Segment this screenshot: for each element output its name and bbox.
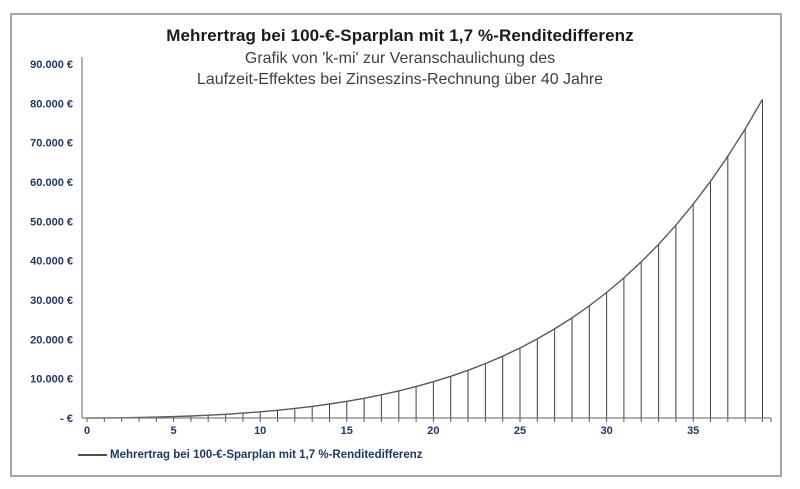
x-tick-label: 15 bbox=[341, 425, 353, 437]
y-tick-label: 20.000 € bbox=[30, 334, 73, 346]
y-tick-label: 80.000 € bbox=[30, 98, 73, 110]
x-tick-label: 5 bbox=[171, 425, 177, 437]
y-tick-label: 90.000 € bbox=[30, 59, 73, 71]
y-tick-label: 30.000 € bbox=[30, 295, 73, 307]
series-curve bbox=[86, 99, 764, 419]
legend: Mehrertrag bei 100-€-Sparplan mit 1,7 %-… bbox=[78, 449, 423, 461]
x-tick-label: 20 bbox=[427, 425, 439, 437]
x-tick-label: 10 bbox=[254, 425, 266, 437]
y-tick-label: 50.000 € bbox=[30, 216, 73, 228]
y-tick-label: 40.000 € bbox=[30, 256, 73, 268]
x-tick-label: 30 bbox=[600, 425, 612, 437]
y-tick-label: 10.000 € bbox=[30, 374, 73, 386]
legend-label: Mehrertrag bei 100-€-Sparplan mit 1,7 %-… bbox=[110, 449, 423, 461]
x-tick-label: 25 bbox=[514, 425, 526, 437]
chart-frame: - € 10.000 € 20.000 € 30.000 € 40.000 € 50.00… bbox=[10, 13, 782, 477]
x-tick-label: 0 bbox=[84, 425, 90, 437]
y-tick-label: - € bbox=[60, 413, 73, 425]
y-tick-label: 60.000 € bbox=[30, 177, 73, 189]
legend-line-sample bbox=[78, 454, 107, 456]
y-tick-label: 70.000 € bbox=[30, 138, 73, 150]
x-tick-label: 35 bbox=[687, 425, 699, 437]
plot-area: - € 10.000 € 20.000 € 30.000 € 40.000 € 50.00… bbox=[30, 57, 772, 437]
